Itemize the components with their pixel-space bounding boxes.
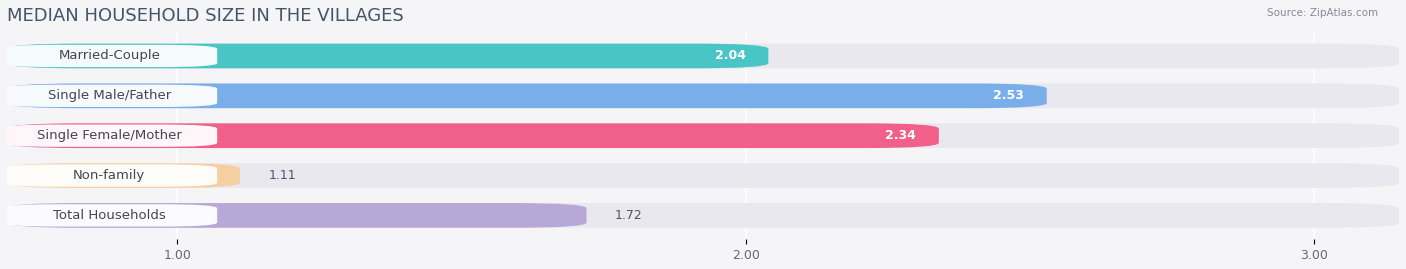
FancyBboxPatch shape: [7, 44, 1399, 68]
Text: Non-family: Non-family: [73, 169, 145, 182]
FancyBboxPatch shape: [7, 44, 768, 68]
FancyBboxPatch shape: [1, 85, 217, 107]
Text: 2.53: 2.53: [993, 89, 1024, 102]
FancyBboxPatch shape: [7, 123, 939, 148]
FancyBboxPatch shape: [1, 204, 217, 226]
Text: Single Male/Father: Single Male/Father: [48, 89, 172, 102]
FancyBboxPatch shape: [1, 45, 217, 67]
Text: 2.34: 2.34: [886, 129, 917, 142]
Text: Source: ZipAtlas.com: Source: ZipAtlas.com: [1267, 8, 1378, 18]
FancyBboxPatch shape: [7, 163, 240, 188]
FancyBboxPatch shape: [7, 203, 586, 228]
Text: Married-Couple: Married-Couple: [58, 49, 160, 62]
Text: 1.72: 1.72: [614, 209, 643, 222]
FancyBboxPatch shape: [1, 164, 217, 187]
Text: MEDIAN HOUSEHOLD SIZE IN THE VILLAGES: MEDIAN HOUSEHOLD SIZE IN THE VILLAGES: [7, 7, 404, 25]
Text: 2.04: 2.04: [714, 49, 745, 62]
FancyBboxPatch shape: [1, 125, 217, 147]
Text: Total Households: Total Households: [53, 209, 166, 222]
FancyBboxPatch shape: [7, 123, 1399, 148]
FancyBboxPatch shape: [7, 203, 1399, 228]
FancyBboxPatch shape: [7, 83, 1046, 108]
FancyBboxPatch shape: [7, 163, 1399, 188]
FancyBboxPatch shape: [7, 83, 1399, 108]
Text: Single Female/Mother: Single Female/Mother: [37, 129, 181, 142]
Text: 1.11: 1.11: [269, 169, 295, 182]
